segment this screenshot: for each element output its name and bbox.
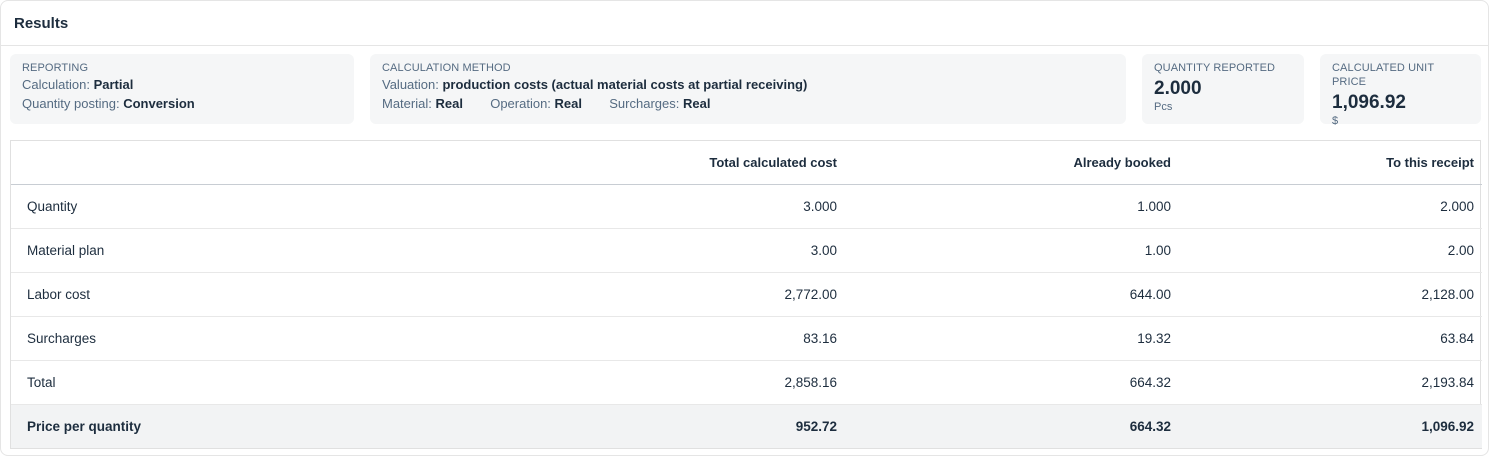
quantity-reported-label: QUANTITY REPORTED [1154, 62, 1276, 74]
unit-price-value: 1,096.92 [1332, 92, 1406, 113]
reporting-label: REPORTING [22, 62, 89, 74]
table-row: Labor cost 2,772.00 644.00 2,128.00 [11, 272, 1482, 317]
table-row: Material plan 3.00 1.00 2.00 [11, 228, 1482, 273]
cell-already-booked: 19.32 [845, 316, 1179, 361]
cell-to-this-receipt: 2.000 [1179, 184, 1482, 229]
cell-total-calculated-cost: 952.72 [497, 404, 845, 449]
row-label: Material plan [11, 228, 497, 273]
valuation-label: Valuation: [382, 77, 439, 92]
row-label: Surcharges [11, 316, 497, 361]
panel-title: Results [14, 14, 69, 32]
results-table-container: Total calculated cost Already booked To … [10, 140, 1482, 449]
quantity-posting-line: Quantity posting: Conversion [22, 94, 342, 113]
quantity-reported-value: 2.000 [1154, 78, 1202, 99]
row-label: Price per quantity [11, 404, 497, 449]
quantity-posting-value: Conversion [123, 96, 195, 111]
row-label: Total [11, 360, 497, 405]
reporting-card: REPORTING Calculation: Partial Quantity … [10, 54, 354, 124]
valuation-value: production costs (actual material costs … [442, 77, 808, 92]
cell-already-booked: 664.32 [845, 404, 1179, 449]
operation-value: Real [554, 96, 582, 111]
table-row: Surcharges 83.16 19.32 63.84 [11, 316, 1482, 361]
cell-total-calculated-cost: 83.16 [497, 316, 845, 361]
method-details-line: Material: Real Operation: Real Surcharge… [382, 94, 1114, 113]
surcharges-value: Real [682, 96, 711, 111]
unit-price-currency: $ [1332, 115, 1339, 127]
table-row: Quantity 3.000 1.000 2.000 [11, 184, 1482, 229]
column-header-to-this-receipt: To this receipt [1179, 141, 1482, 185]
cell-already-booked: 1.000 [845, 184, 1179, 229]
calculation-label: Calculation: [22, 77, 90, 92]
cell-already-booked: 644.00 [845, 272, 1179, 317]
calculation-method-card: CALCULATION METHOD Valuation: production… [370, 54, 1126, 124]
quantity-reported-card: QUANTITY REPORTED 2.000 Pcs [1142, 54, 1304, 124]
valuation-line: Valuation: production costs (actual mate… [382, 75, 1114, 94]
cell-total-calculated-cost: 3.000 [497, 184, 845, 229]
unit-price-label: CALCULATED UNIT PRICE [1332, 62, 1434, 88]
row-label: Labor cost [11, 272, 497, 317]
material-label: Material: [382, 96, 432, 111]
cell-to-this-receipt: 1,096.92 [1179, 404, 1482, 449]
price-per-quantity-row: Price per quantity 952.72 664.32 1,096.9… [11, 404, 1482, 449]
cell-total-calculated-cost: 2,858.16 [497, 360, 845, 405]
cell-to-this-receipt: 2.00 [1179, 228, 1482, 273]
operation-label: Operation: [490, 96, 551, 111]
cell-to-this-receipt: 2,128.00 [1179, 272, 1482, 317]
results-table: Total calculated cost Already booked To … [11, 141, 1482, 449]
column-header-already-booked: Already booked [845, 141, 1179, 185]
cell-to-this-receipt: 2,193.84 [1179, 360, 1482, 405]
table-row: Total 2,858.16 664.32 2,193.84 [11, 360, 1482, 405]
calculation-value: Partial [93, 77, 134, 92]
row-label: Quantity [11, 184, 497, 229]
quantity-reported-unit: Pcs [1154, 101, 1173, 113]
summary-cards: REPORTING Calculation: Partial Quantity … [1, 54, 1488, 127]
table-header-row: Total calculated cost Already booked To … [11, 141, 1482, 185]
cell-total-calculated-cost: 3.00 [497, 228, 845, 273]
cell-total-calculated-cost: 2,772.00 [497, 272, 845, 317]
cell-already-booked: 1.00 [845, 228, 1179, 273]
calculation-method-label: CALCULATION METHOD [382, 62, 511, 74]
panel-header: Results [1, 1, 1488, 46]
cell-already-booked: 664.32 [845, 360, 1179, 405]
cell-to-this-receipt: 63.84 [1179, 316, 1482, 361]
column-header-total-calculated-cost: Total calculated cost [497, 141, 845, 185]
column-header [11, 141, 497, 185]
calculation-line: Calculation: Partial [22, 75, 342, 94]
unit-price-card: CALCULATED UNIT PRICE 1,096.92 $ [1320, 54, 1481, 127]
surcharges-label: Surcharges: [609, 96, 680, 111]
material-value: Real [435, 96, 463, 111]
quantity-posting-label: Quantity posting: [22, 96, 120, 111]
